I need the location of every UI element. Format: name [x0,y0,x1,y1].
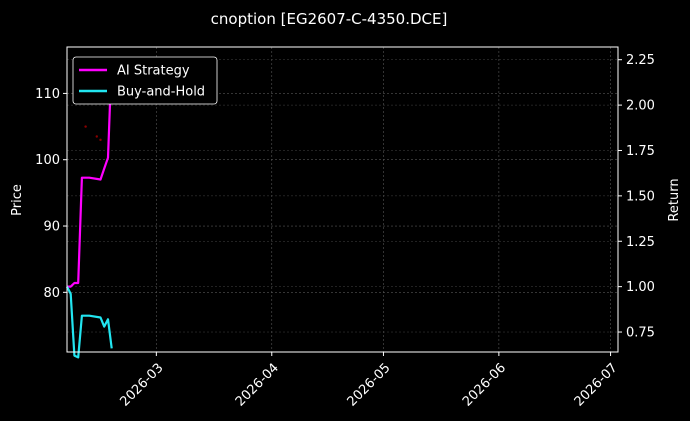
y-right-tick-label: 1.75 [626,144,655,159]
y-left-tick-label: 90 [43,220,60,235]
trade-marker [99,138,102,142]
y-axis-left: 80 90 100 110 [35,87,67,301]
y-left-tick-label: 80 [43,286,60,301]
series-line-buy-and-hold [66,286,113,359]
trade-marker [84,125,87,128]
x-tick-label: 2026-05 [345,361,394,410]
legend-box [72,56,218,105]
legend: AI Strategy Buy-and-Hold [72,56,218,105]
y-axis-right: 0.75 1.00 1.25 1.50 1.75 2.00 2.25 [618,53,655,341]
series-layer [66,57,113,359]
y-axis-label-left: Price [10,184,25,216]
legend-label: AI Strategy [117,64,190,79]
y-right-tick-label: 1.00 [626,280,655,295]
x-axis: 2026-03 2026-04 2026-05 2026-06 2026-07 [118,352,621,410]
legend-label: Buy-and-Hold [117,85,205,100]
grid [67,47,618,352]
x-tick-label: 2026-07 [572,361,621,410]
chart-title: cnoption [EG2607-C-4350.DCE] [211,10,448,28]
trade-markers [84,125,102,142]
x-tick-label: 2026-04 [233,361,282,410]
y-right-tick-label: 1.50 [626,189,655,204]
y-right-tick-label: 0.75 [626,326,655,341]
y-axis-label-right: Return [667,178,682,221]
x-tick-label: 2026-03 [118,361,167,410]
x-tick-label: 2026-06 [460,361,509,410]
y-right-tick-label: 1.25 [626,235,655,250]
y-right-tick-label: 2.00 [626,99,655,114]
y-left-tick-label: 110 [35,87,60,102]
plot-frame [66,46,619,353]
trade-marker [95,135,98,138]
y-left-tick-label: 100 [35,153,60,168]
series-line-ai-strategy [67,57,113,288]
y-right-tick-label: 2.25 [626,53,655,68]
